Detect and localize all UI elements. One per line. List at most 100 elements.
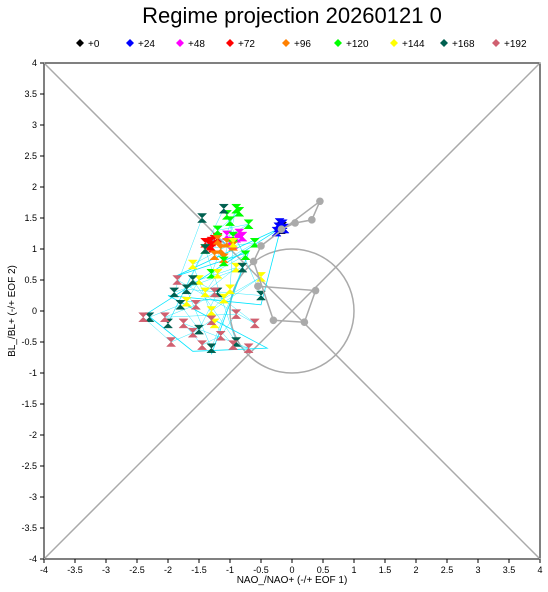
point-plus192 bbox=[249, 318, 260, 329]
point-plus144 bbox=[212, 269, 223, 279]
y-tick-label: 1.5 bbox=[24, 213, 37, 223]
point-plus144 bbox=[200, 287, 211, 298]
guide-lines bbox=[43, 62, 541, 560]
y-tick-label: -2.5 bbox=[21, 461, 37, 471]
point-plus168 bbox=[181, 284, 192, 295]
mean-track-point bbox=[316, 197, 324, 206]
mean-track-point bbox=[277, 225, 286, 233]
y-axis-label: BL_/BL+ (-/+ EOF 2) bbox=[7, 265, 18, 357]
point-plus168 bbox=[169, 287, 180, 298]
legend-label: +72 bbox=[238, 39, 255, 50]
mean-track-point bbox=[249, 257, 258, 266]
legend-marker bbox=[334, 39, 342, 47]
point-plus144 bbox=[187, 259, 198, 270]
point-plus168 bbox=[255, 290, 267, 301]
y-tick-label: -1.5 bbox=[21, 399, 37, 409]
legend-marker bbox=[390, 39, 398, 47]
y-tick-label: 3.5 bbox=[24, 89, 37, 99]
y-tick-label: -3.5 bbox=[21, 523, 37, 533]
legend: +0 +24 +48 +72 +96 +120 +144 +168 +192 bbox=[76, 39, 527, 50]
spread-line bbox=[164, 304, 196, 318]
point-plus192 bbox=[187, 327, 198, 338]
spread-line bbox=[164, 313, 237, 318]
x-tick-label: -2.5 bbox=[129, 565, 145, 575]
chart-title: Regime projection 20260121 0 bbox=[142, 3, 442, 28]
y-tick-label: -0.5 bbox=[21, 337, 37, 347]
point-plus192 bbox=[190, 300, 202, 310]
spread-line bbox=[217, 223, 249, 231]
y-tick-label: -4 bbox=[29, 554, 37, 564]
legend-marker bbox=[126, 39, 134, 47]
reference-circle bbox=[229, 248, 355, 374]
x-tick-label: -3 bbox=[102, 565, 110, 575]
legend-marker bbox=[226, 39, 234, 47]
y-tick-label: 2 bbox=[32, 182, 37, 192]
mean-track-point bbox=[269, 316, 278, 325]
point-plus192 bbox=[209, 287, 220, 298]
legend-label: +0 bbox=[88, 39, 100, 50]
point-plus168 bbox=[144, 312, 155, 322]
point-plus192 bbox=[178, 318, 189, 329]
mean-track-point bbox=[254, 282, 262, 291]
mean-track-line bbox=[252, 198, 322, 323]
point-plus192 bbox=[231, 309, 242, 319]
diagonal-line bbox=[43, 62, 541, 560]
point-plus192 bbox=[165, 337, 177, 347]
x-tick-label: 0 bbox=[289, 565, 294, 575]
spread-line bbox=[198, 292, 218, 330]
x-tick-label: -3.5 bbox=[67, 565, 83, 575]
legend-label: +144 bbox=[402, 39, 425, 50]
spread-line bbox=[186, 289, 262, 296]
spread-line bbox=[223, 242, 255, 262]
spread-line bbox=[149, 304, 181, 318]
x-tick-label: 3.5 bbox=[503, 565, 516, 575]
point-plus192 bbox=[206, 315, 217, 326]
point-plus192 bbox=[159, 312, 171, 322]
legend-marker bbox=[176, 39, 184, 47]
point-plus144 bbox=[193, 275, 205, 285]
point-plus192 bbox=[227, 340, 239, 350]
legend-label: +120 bbox=[346, 39, 369, 50]
point-plus192 bbox=[138, 312, 149, 322]
point-plus120 bbox=[231, 203, 242, 214]
point-plus120 bbox=[240, 250, 251, 260]
legend-label: +24 bbox=[138, 39, 155, 50]
spread-line bbox=[171, 332, 193, 343]
point-plus168 bbox=[200, 244, 211, 254]
point-plus168 bbox=[218, 203, 229, 214]
point-plus144 bbox=[227, 238, 239, 248]
y-tick-label: -2 bbox=[29, 430, 37, 440]
x-tick-label: -1 bbox=[226, 565, 234, 575]
point-plus120 bbox=[218, 256, 229, 267]
spread-line bbox=[211, 276, 262, 312]
point-plus168 bbox=[237, 262, 248, 273]
spread-line bbox=[195, 292, 215, 306]
mean-track-point bbox=[308, 216, 316, 224]
point-plus144 bbox=[181, 296, 192, 307]
spread-line bbox=[145, 227, 282, 355]
y-tick-label: 0.5 bbox=[24, 275, 37, 285]
y-tick-label: 0 bbox=[32, 306, 37, 316]
point-plus120 bbox=[212, 225, 223, 236]
legend-marker bbox=[76, 39, 84, 47]
mean-track-point bbox=[291, 219, 299, 227]
x-tick-label: 1.5 bbox=[379, 565, 392, 575]
point-plus96 bbox=[209, 250, 220, 260]
spread-line bbox=[201, 335, 221, 346]
point-plus192 bbox=[196, 340, 208, 350]
y-axis: -4 -3.5 -3 -2.5 -2 -1.5 -1 -0.5 0 0.5 1 1.5 2 2.5 3 3.5… bbox=[21, 58, 44, 564]
spread-line bbox=[177, 279, 255, 324]
y-tick-label: 4 bbox=[32, 58, 37, 68]
y-tick-label: 1 bbox=[32, 244, 37, 254]
x-tick-label: 4 bbox=[537, 565, 542, 575]
mean-track bbox=[249, 197, 324, 326]
y-tick-label: 3 bbox=[32, 120, 37, 130]
point-plus192 bbox=[215, 331, 226, 341]
spread-line bbox=[167, 208, 225, 324]
legend-marker bbox=[282, 39, 290, 47]
x-tick-label: -1.5 bbox=[191, 565, 207, 575]
legend-label: +96 bbox=[294, 39, 311, 50]
point-plus96 bbox=[212, 234, 223, 245]
legend-label: +168 bbox=[452, 39, 475, 50]
